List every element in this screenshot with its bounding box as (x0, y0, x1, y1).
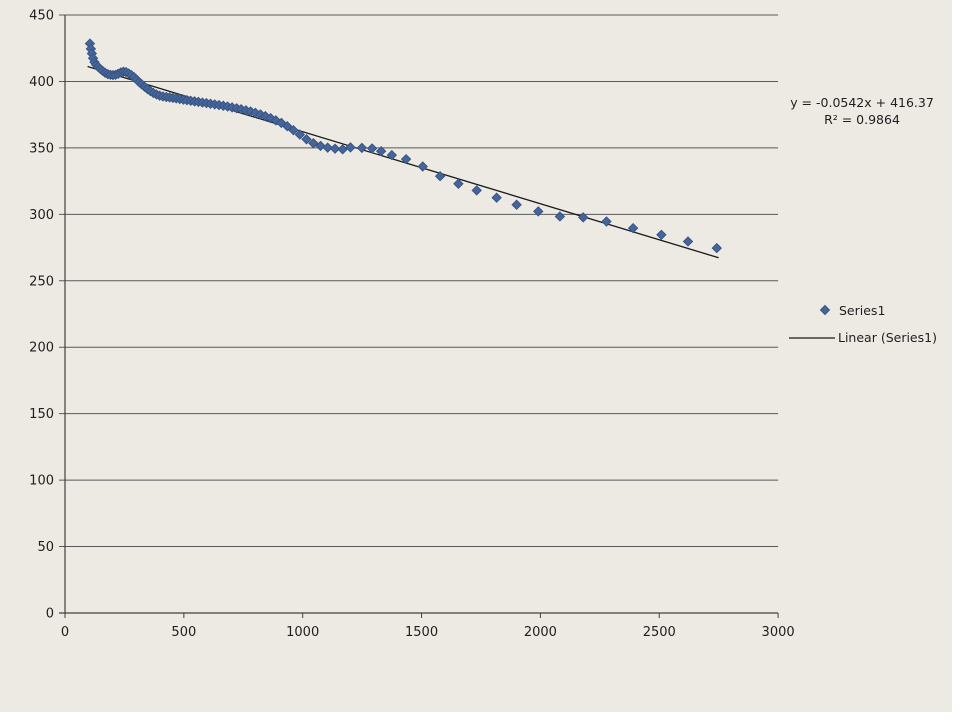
data-point-marker[interactable] (329, 143, 341, 154)
y-tick-label: 250 (29, 274, 54, 289)
data-point-marker[interactable] (453, 178, 464, 189)
data-point-marker[interactable] (386, 149, 398, 161)
data-point-marker[interactable] (366, 143, 378, 154)
data-point-marker[interactable] (682, 236, 694, 247)
data-point-marker[interactable] (315, 140, 326, 152)
x-tick-label: 3000 (762, 625, 795, 640)
data-point-marker[interactable] (270, 115, 282, 126)
legend-series1-label: Series1 (839, 303, 885, 318)
data-point-marker[interactable] (533, 206, 544, 217)
data-point-marker[interactable] (400, 153, 412, 165)
x-axis-ticks (64, 613, 779, 618)
trendline[interactable] (87, 65, 719, 259)
y-tick-label: 200 (29, 341, 54, 356)
x-tick-label: 2500 (643, 625, 676, 640)
data-point-marker[interactable] (554, 211, 566, 222)
x-axis-labels: 0 500 1000 1500 2000 2500 3000 (61, 625, 795, 640)
y-tick-label: 450 (29, 9, 54, 24)
data-point-marker[interactable] (511, 199, 522, 210)
y-tick-label: 100 (29, 474, 54, 489)
gridlines (59, 14, 779, 548)
x-tick-label: 2000 (524, 625, 557, 640)
legend-linear-label: Linear (Series1) (838, 330, 937, 345)
legend-series1-marker-icon (819, 304, 831, 316)
y-tick-label: 400 (29, 75, 54, 90)
x-tick-label: 1000 (286, 625, 319, 640)
data-point-marker[interactable] (356, 142, 368, 154)
data-point-marker[interactable] (282, 121, 293, 132)
data-point-marker[interactable] (375, 146, 387, 157)
data-point-marker[interactable] (417, 161, 428, 172)
data-point-marker[interactable] (471, 185, 482, 196)
y-tick-label: 300 (29, 208, 54, 223)
data-point-marker[interactable] (322, 142, 333, 153)
data-point-marker[interactable] (345, 142, 356, 153)
data-point-marker[interactable] (627, 222, 639, 234)
data-point-marker[interactable] (301, 134, 312, 145)
data-point-marker[interactable] (656, 229, 667, 241)
data-point-marker[interactable] (337, 144, 348, 155)
data-point-marker[interactable] (265, 112, 276, 124)
series1-points[interactable] (84, 38, 722, 254)
data-point-marker[interactable] (276, 117, 287, 129)
data-point-marker[interactable] (288, 125, 299, 136)
y-axis-labels: 0 50 100 150 200 250 300 350 400 450 (29, 9, 54, 622)
trendline-equation-label: y = -0.0542x + 416.37 (790, 95, 934, 110)
data-point-marker[interactable] (434, 170, 446, 182)
y-tick-label: 150 (29, 407, 54, 422)
trendline-r-squared-label: R² = 0.9864 (824, 112, 900, 127)
y-tick-label: 350 (29, 141, 54, 156)
data-point-marker[interactable] (577, 212, 589, 223)
y-tick-label: 50 (37, 540, 54, 555)
data-point-marker[interactable] (601, 216, 612, 227)
x-tick-label: 500 (171, 625, 196, 640)
axes (59, 15, 779, 614)
legend[interactable]: Series1 Linear (Series1) (789, 303, 937, 345)
data-point-marker[interactable] (491, 192, 502, 203)
x-tick-label: 1500 (405, 625, 438, 640)
y-tick-label: 0 (46, 607, 54, 622)
x-tick-label: 0 (61, 625, 69, 640)
data-point-marker[interactable] (308, 138, 319, 149)
data-point-marker[interactable] (711, 242, 722, 254)
data-point-marker[interactable] (294, 129, 306, 140)
